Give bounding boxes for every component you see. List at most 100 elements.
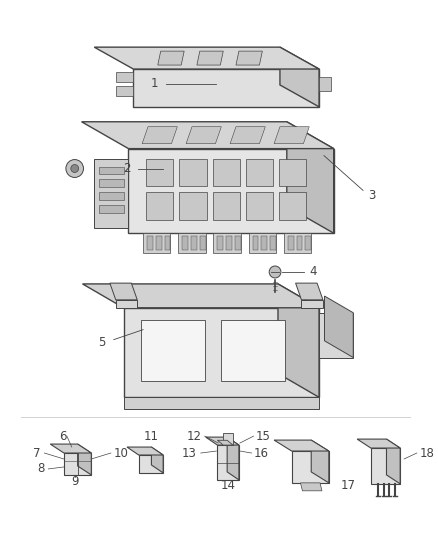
- Polygon shape: [124, 397, 319, 409]
- Polygon shape: [78, 444, 91, 475]
- Polygon shape: [226, 236, 232, 250]
- Polygon shape: [50, 444, 91, 453]
- Polygon shape: [141, 320, 205, 382]
- Polygon shape: [261, 236, 267, 250]
- Polygon shape: [212, 158, 240, 187]
- Polygon shape: [288, 236, 293, 250]
- Text: 10: 10: [114, 447, 129, 459]
- Polygon shape: [191, 236, 197, 250]
- Text: 18: 18: [420, 447, 434, 459]
- Text: 9: 9: [71, 475, 78, 488]
- Polygon shape: [274, 127, 309, 144]
- Polygon shape: [227, 437, 239, 480]
- Polygon shape: [236, 51, 262, 65]
- Polygon shape: [319, 77, 331, 91]
- Polygon shape: [311, 440, 329, 483]
- Polygon shape: [179, 192, 207, 220]
- Polygon shape: [128, 149, 334, 233]
- Polygon shape: [82, 284, 319, 308]
- Polygon shape: [99, 205, 124, 213]
- Polygon shape: [300, 483, 322, 491]
- Text: 5: 5: [99, 336, 106, 349]
- Polygon shape: [99, 180, 124, 188]
- Polygon shape: [186, 127, 221, 144]
- Polygon shape: [212, 192, 240, 220]
- Polygon shape: [319, 313, 353, 358]
- Polygon shape: [116, 300, 137, 308]
- Polygon shape: [152, 447, 163, 473]
- Circle shape: [66, 159, 84, 177]
- Polygon shape: [213, 233, 241, 253]
- Polygon shape: [156, 236, 162, 250]
- Polygon shape: [94, 158, 128, 228]
- Polygon shape: [81, 122, 334, 149]
- Polygon shape: [249, 233, 276, 253]
- Polygon shape: [221, 320, 285, 382]
- Polygon shape: [235, 236, 241, 250]
- Polygon shape: [280, 47, 319, 107]
- Polygon shape: [217, 236, 223, 250]
- Text: 12: 12: [187, 430, 202, 442]
- Polygon shape: [142, 127, 177, 144]
- Polygon shape: [325, 296, 353, 358]
- Polygon shape: [305, 236, 311, 250]
- Polygon shape: [110, 283, 137, 300]
- Polygon shape: [292, 451, 329, 483]
- Polygon shape: [278, 284, 319, 397]
- Polygon shape: [297, 236, 302, 250]
- Polygon shape: [386, 439, 400, 484]
- Polygon shape: [246, 192, 273, 220]
- Polygon shape: [99, 166, 124, 174]
- Text: 4: 4: [309, 265, 317, 278]
- Polygon shape: [146, 192, 173, 220]
- Polygon shape: [246, 158, 273, 187]
- Polygon shape: [357, 439, 400, 448]
- Polygon shape: [197, 51, 223, 65]
- Polygon shape: [116, 86, 133, 96]
- Text: 17: 17: [341, 479, 356, 492]
- Polygon shape: [64, 453, 91, 475]
- Polygon shape: [124, 308, 319, 397]
- Polygon shape: [279, 192, 306, 220]
- Polygon shape: [139, 455, 163, 473]
- Text: 11: 11: [143, 430, 159, 442]
- Polygon shape: [200, 236, 206, 250]
- Text: 3: 3: [368, 189, 375, 202]
- Text: 8: 8: [37, 463, 44, 475]
- Polygon shape: [179, 158, 207, 187]
- Polygon shape: [223, 433, 233, 445]
- Polygon shape: [99, 192, 124, 200]
- Circle shape: [269, 266, 281, 278]
- Polygon shape: [217, 440, 233, 445]
- Polygon shape: [165, 236, 170, 250]
- Polygon shape: [279, 158, 306, 187]
- Text: 13: 13: [182, 447, 197, 459]
- Polygon shape: [217, 445, 239, 480]
- Polygon shape: [147, 236, 153, 250]
- Text: 6: 6: [60, 430, 67, 442]
- Polygon shape: [182, 236, 188, 250]
- Polygon shape: [94, 47, 319, 69]
- Polygon shape: [127, 447, 163, 455]
- Polygon shape: [206, 437, 239, 445]
- Polygon shape: [143, 233, 170, 253]
- Text: 16: 16: [254, 447, 268, 459]
- Text: 1: 1: [150, 77, 158, 91]
- Polygon shape: [133, 69, 319, 107]
- Polygon shape: [230, 127, 265, 144]
- Polygon shape: [284, 233, 311, 253]
- Polygon shape: [178, 233, 206, 253]
- Text: 7: 7: [33, 447, 40, 459]
- Text: 14: 14: [221, 479, 236, 492]
- Polygon shape: [146, 158, 173, 187]
- Text: 2: 2: [123, 162, 131, 175]
- Polygon shape: [158, 51, 184, 65]
- Polygon shape: [116, 72, 133, 82]
- Polygon shape: [296, 283, 323, 300]
- Polygon shape: [301, 300, 323, 308]
- Text: 15: 15: [255, 430, 270, 442]
- Polygon shape: [371, 448, 400, 484]
- Polygon shape: [274, 440, 329, 451]
- Polygon shape: [270, 236, 276, 250]
- Polygon shape: [287, 122, 334, 233]
